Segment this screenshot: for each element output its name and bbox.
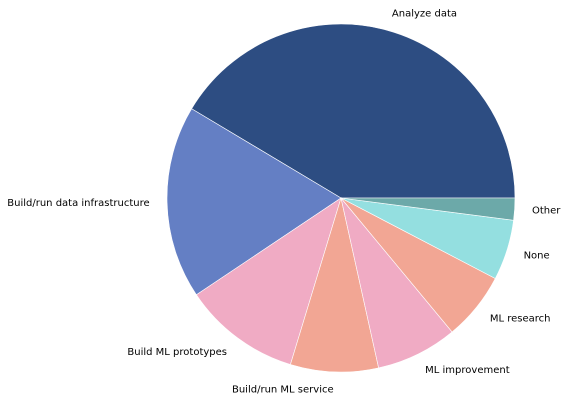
pie-label-analyze-data: Analyze data: [392, 9, 457, 20]
pie-label-build-ml-prototypes: Build ML prototypes: [127, 347, 227, 358]
pie-label-build-run-ml-service: Build/run ML service: [232, 384, 334, 395]
pie-label-ml-research: ML research: [490, 313, 551, 324]
pie-label-none: None: [524, 250, 550, 261]
pie-label-build-run-data-infrastructure: Build/run data infrastructure: [7, 198, 149, 209]
pie-label-other: Other: [532, 205, 561, 216]
pie-slices: [167, 24, 515, 372]
pie-label-ml-improvement: ML improvement: [425, 365, 510, 376]
